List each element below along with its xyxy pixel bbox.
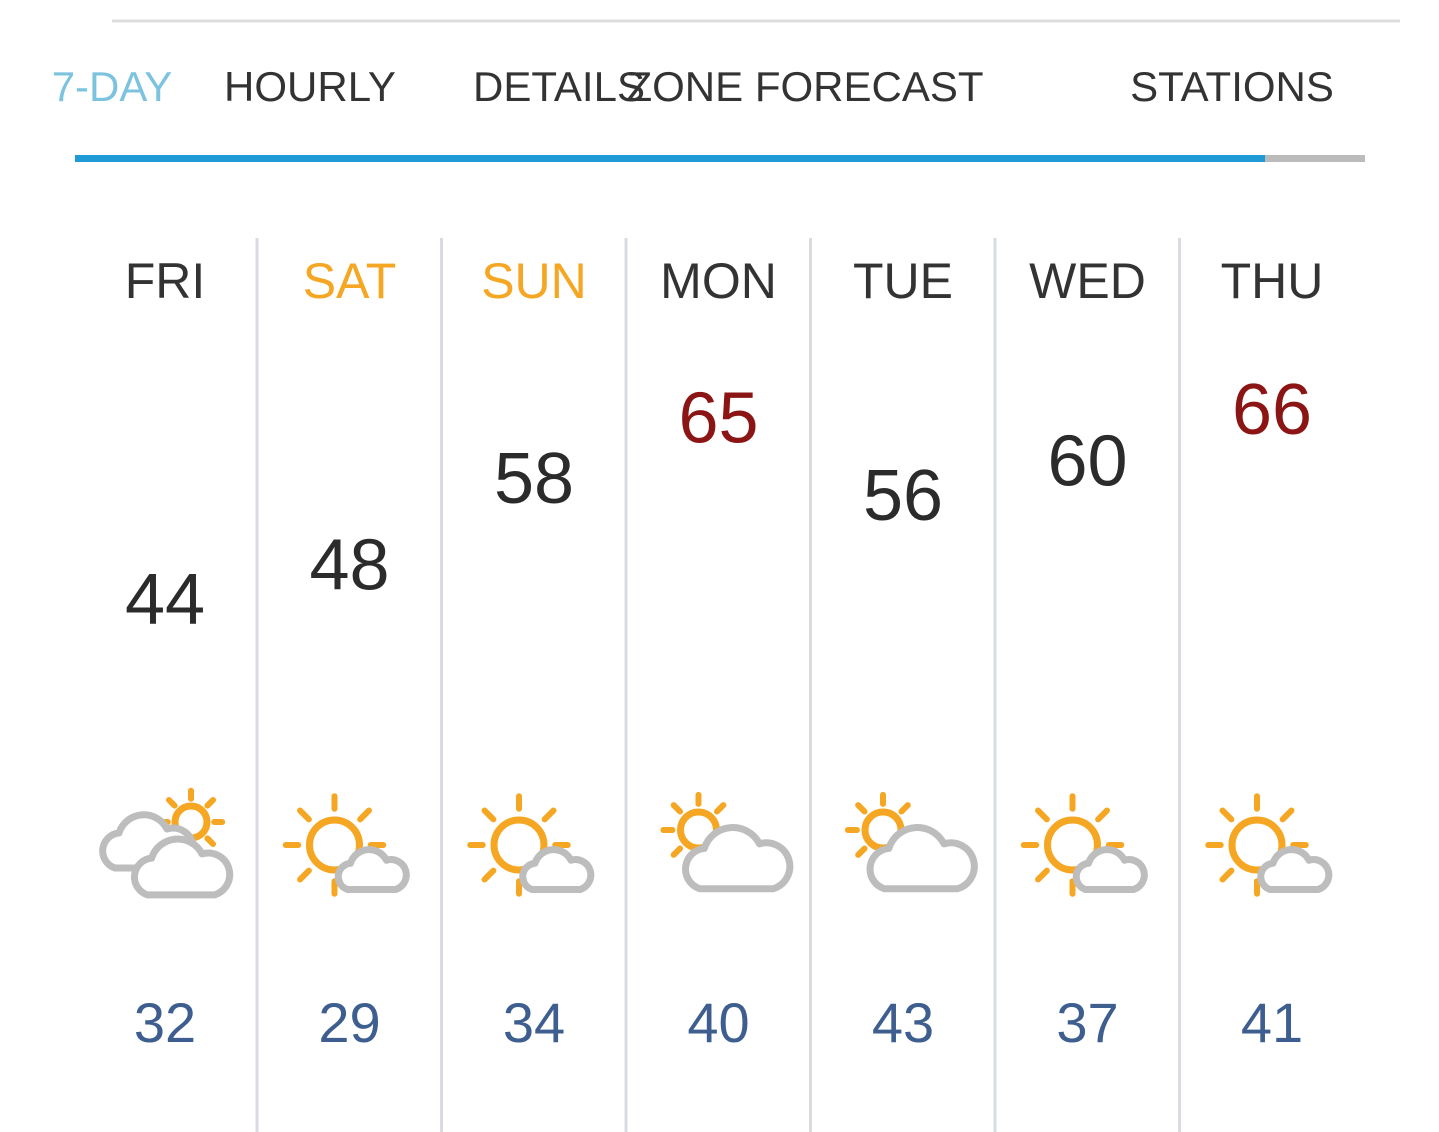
sun-ray — [204, 835, 217, 848]
cloud — [130, 835, 234, 899]
high-temp: 66 — [1232, 370, 1312, 450]
high-temp: 58 — [494, 439, 574, 519]
sun-ray — [1095, 807, 1110, 823]
day-name: MON — [660, 253, 777, 309]
sun-ray — [898, 802, 911, 815]
tab[interactable]: HOURLY — [224, 63, 396, 110]
low-temp: 29 — [318, 991, 380, 1054]
sun-ray — [670, 845, 684, 858]
sun-ray — [297, 807, 312, 823]
low-temp: 43 — [872, 991, 934, 1054]
sun-ray — [1035, 807, 1050, 823]
cloud — [1072, 846, 1148, 893]
day-name: SUN — [481, 253, 587, 309]
low-temp: 40 — [687, 991, 749, 1054]
cloud — [682, 824, 794, 893]
sun-ray — [357, 807, 372, 823]
sun-ray — [1219, 807, 1235, 823]
sun — [1044, 816, 1101, 874]
scroll-thumb — [75, 155, 1265, 162]
cloud — [519, 846, 595, 893]
day-name: THU — [1221, 253, 1324, 309]
sun-ray — [541, 807, 557, 823]
sun — [490, 816, 548, 874]
low-temp: 37 — [1056, 991, 1118, 1054]
tab[interactable]: STATIONS — [1130, 63, 1334, 110]
sun-ray — [204, 796, 217, 809]
tab[interactable]: DETAILS — [473, 63, 645, 110]
day-name: FRI — [125, 253, 206, 309]
sun-ray — [1219, 867, 1235, 883]
day-name: WED — [1029, 253, 1146, 309]
high-temp: 48 — [309, 525, 389, 605]
tab[interactable]: 7-DAY — [52, 63, 173, 110]
sun-ray — [670, 802, 684, 815]
sun-ray — [481, 867, 497, 883]
day-name: TUE — [853, 253, 953, 309]
sun-ray — [297, 867, 312, 883]
cloud — [866, 824, 978, 893]
sun-ray — [1279, 807, 1295, 823]
high-temp: 56 — [863, 456, 943, 536]
high-temp: 65 — [678, 378, 758, 458]
day-columns: FRI 44 32 SAT 48 29 SUN 58 34 MON 65 40 TUE 56 43 WED 60… — [99, 238, 1333, 1132]
sun — [1228, 816, 1286, 874]
high-temp: 60 — [1047, 422, 1127, 502]
cloud — [1257, 846, 1333, 893]
low-temp: 34 — [503, 991, 565, 1054]
sun-ray — [1035, 867, 1050, 883]
sun-ray — [855, 802, 868, 815]
sun-ray — [165, 796, 178, 809]
sun-ray — [713, 802, 727, 815]
tab[interactable]: ZONE FORECAST — [626, 63, 983, 110]
day-name: SAT — [303, 253, 397, 309]
sun-ray — [481, 807, 497, 823]
sun-ray — [855, 845, 868, 858]
low-temp: 41 — [1241, 991, 1303, 1054]
sun — [306, 816, 363, 874]
scroll-track — [1265, 155, 1365, 162]
high-temp: 44 — [125, 560, 205, 640]
cloud — [334, 846, 410, 893]
low-temp: 32 — [134, 991, 196, 1054]
